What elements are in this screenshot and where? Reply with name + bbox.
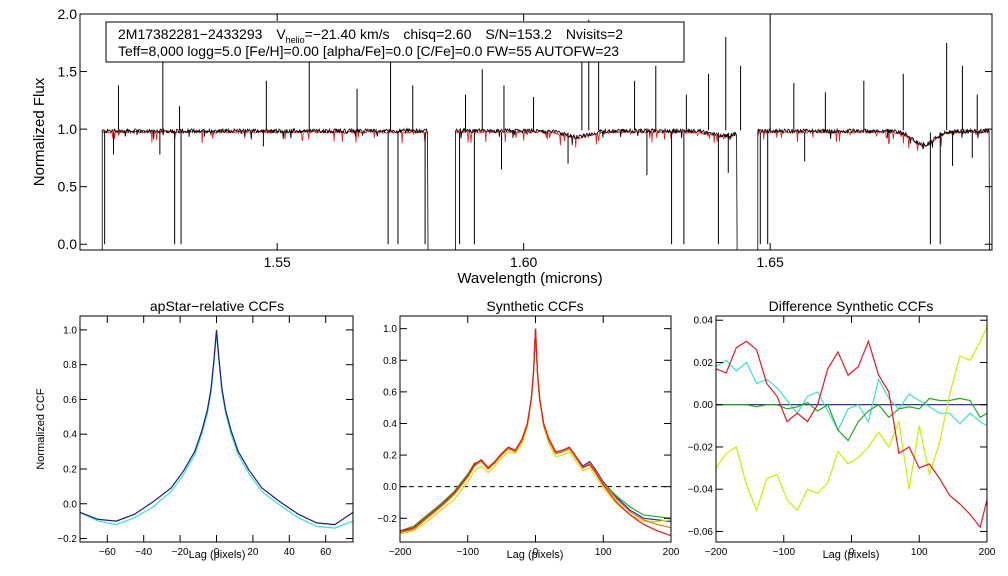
observed-spectrum-line [757, 127, 990, 251]
y-tick-label: 0.2 [383, 451, 397, 462]
y-tick-label: 1.0 [383, 324, 397, 335]
x-tick-label: 40 [284, 547, 296, 558]
x-tick-label: 200 [979, 547, 996, 558]
y-tick-label: 1.5 [58, 63, 78, 79]
x-tick-label: −40 [135, 547, 152, 558]
model-spectrum-line [455, 129, 737, 148]
observed-spectrum-line [455, 127, 738, 251]
x-tick-label: 20 [247, 547, 259, 558]
spectrum-ticks: 1.55 1.60 1.65 0.0 0.5 1.0 1.5 2.0 [58, 6, 992, 270]
synthetic-ccf-panel: Synthetic CCFs −200 −100 0 100 200 −0.2 0.0 0.2… [377, 298, 680, 561]
x-tick-label: 100 [911, 547, 928, 558]
vhelio-label: V [276, 26, 286, 42]
ccf-series-red [715, 339, 988, 529]
star-id: 2M17382281−2433293 [118, 26, 263, 42]
synthetic-ccf-title: Synthetic CCFs [486, 298, 583, 314]
sn-value: S/N=153.2 [485, 26, 552, 42]
y-tick-label: 0.6 [63, 395, 77, 406]
spectrum-xlabel: Wavelength (microns) [457, 270, 602, 287]
apstar-ccf-xlabel: Lag (pixels) [189, 549, 246, 561]
x-tick-label: −100 [456, 547, 479, 558]
y-tick-label: −0.2 [57, 534, 77, 545]
difference-ccf-panel: Difference Synthetic CCFs −200 −100 0 100 20… [688, 298, 996, 561]
y-tick-label: −0.02 [688, 442, 714, 453]
model-spectrum-line [102, 129, 428, 144]
y-tick-label: 0.0 [58, 236, 78, 252]
x-tick-label: 100 [595, 547, 612, 558]
y-tick-label: 0.0 [383, 482, 397, 493]
spectrum-ylabel: Normalized Flux [31, 77, 48, 186]
ccf-series-green [399, 328, 672, 532]
ccf-series-blue [399, 328, 672, 534]
observed-spectrum-line [101, 127, 429, 251]
y-tick-label: 0.00 [694, 400, 714, 411]
x-tick-label: 1.60 [510, 254, 537, 270]
spectrum-frame [79, 13, 993, 251]
y-tick-label: 0.4 [383, 419, 397, 430]
x-tick-label: −200 [705, 547, 728, 558]
apstar-ccf-title: apStar−relative CCFs [150, 298, 284, 314]
y-tick-label: 0.02 [694, 358, 714, 369]
y-tick-label: 0.0 [63, 499, 77, 510]
difference-ccf-title: Difference Synthetic CCFs [769, 298, 934, 314]
y-tick-label: 0.2 [63, 464, 77, 475]
ccf-series-visit-1 [79, 333, 354, 529]
y-tick-label: 2.0 [58, 6, 78, 22]
x-tick-label: 1.55 [264, 254, 291, 270]
spectrum-panel: 1.55 1.60 1.65 0.0 0.5 1.0 1.5 2.0 2M17382281−2… [31, 6, 993, 287]
y-tick-label: 0.6 [383, 387, 397, 398]
spectrum-info-box: 2M17382281−2433293 Vhelio=−21.40 km/s ch… [105, 21, 685, 63]
x-tick-label: 1.65 [757, 254, 784, 270]
y-tick-label: 0.8 [63, 360, 77, 371]
y-tick-label: −0.06 [688, 527, 714, 538]
apstar-ccf-panel: apStar−relative CCFs −60 −40 −20 0 20 40 60 −0.… [35, 298, 354, 561]
x-tick-label: 0 [849, 547, 855, 558]
x-tick-label: 200 [663, 547, 680, 558]
y-tick-label: 1.0 [63, 325, 77, 336]
ccf-series-visit-2 [79, 329, 354, 526]
stellar-parameters: Teff=8,000 logg=5.0 [Fe/H]=0.00 [alpha/F… [118, 43, 619, 59]
vhelio-value: =−21.40 km/s [305, 26, 390, 42]
x-tick-label: −200 [389, 547, 412, 558]
x-tick-label: 60 [320, 547, 332, 558]
y-tick-label: −0.04 [688, 485, 714, 496]
svg-text:2M17382281−2433293 Vhe: 2M17382281−2433293 Vhelio=−21.40 km/s ch… [118, 26, 623, 45]
y-tick-label: 0.5 [58, 179, 78, 195]
ccf-series-yellow [715, 326, 988, 513]
nvisits-value: Nvisits=2 [566, 26, 623, 42]
ccf-series-red [399, 328, 672, 537]
x-tick-label: −100 [772, 547, 795, 558]
y-tick-label: −0.2 [377, 514, 397, 525]
x-tick-label: −20 [172, 547, 189, 558]
chisq-value: chisq=2.60 [403, 26, 471, 42]
y-tick-label: 1.0 [58, 121, 78, 137]
x-tick-label: 0 [214, 547, 220, 558]
synthetic-ccf-frame [399, 315, 672, 543]
apstar-ccf-ylabel: Normalized CCF [35, 388, 47, 470]
difference-ccf-xlabel: Lag (pixels) [823, 549, 880, 561]
x-tick-label: 0 [533, 547, 539, 558]
y-tick-label: 0.04 [694, 316, 714, 327]
y-tick-label: 0.4 [63, 430, 77, 441]
apstar-ccf-frame [79, 315, 354, 543]
x-tick-label: −60 [99, 547, 116, 558]
vhelio-subscript: helio [286, 35, 305, 45]
ccf-series-orange [399, 328, 672, 534]
ccf-series-cyan [715, 359, 988, 432]
spectrum-lines [101, 19, 990, 251]
synthetic-ccf-xlabel: Lag (pixels) [507, 549, 564, 561]
ccf-series-green [716, 397, 988, 442]
y-tick-label: 0.8 [383, 356, 397, 367]
